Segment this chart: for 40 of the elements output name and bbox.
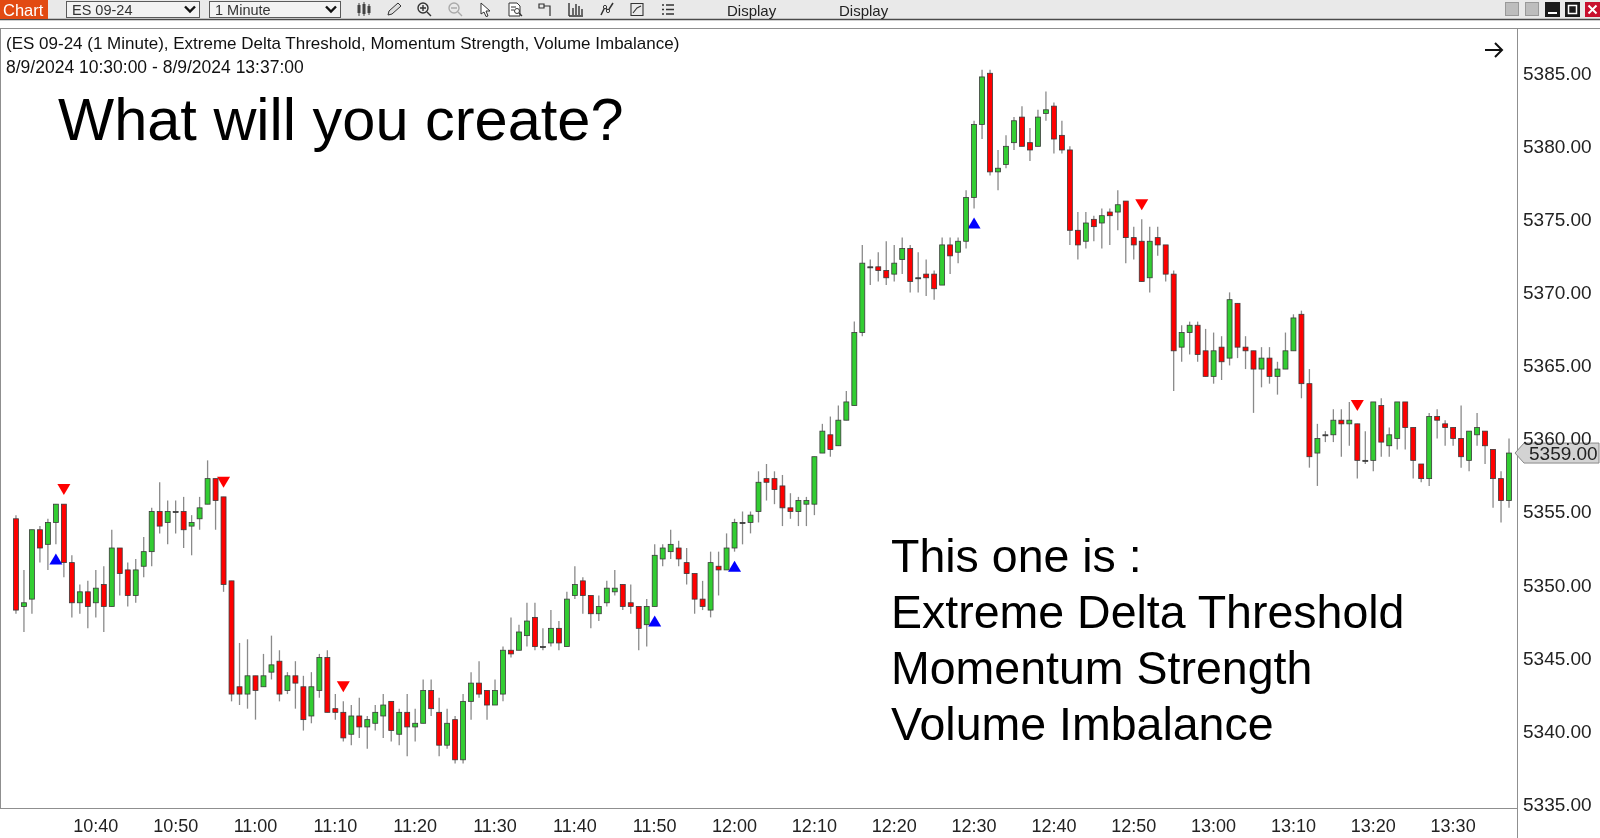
x-tick-label: 11:50 [632, 816, 677, 836]
y-tick-label: 5380.00 [1523, 135, 1592, 157]
y-tick-label: 5370.00 [1523, 281, 1592, 303]
x-tick-label: 11:30 [473, 816, 517, 836]
x-tick-label: 12:10 [791, 816, 837, 836]
x-tick-label: 12:30 [951, 816, 997, 836]
text: 1 Minute [215, 2, 271, 18]
x-tick-label: 12:00 [712, 816, 758, 836]
y-tick-label: 5385.00 [1523, 62, 1592, 84]
x-tick-label: 10:40 [73, 816, 119, 836]
text: ES 09-24 [72, 2, 133, 18]
y-tick-label: 5365.00 [1523, 354, 1592, 376]
x-tick-label: 13:10 [1270, 816, 1316, 836]
x-tick-label: 12:20 [871, 816, 917, 836]
x-tick-label: 12:40 [1031, 816, 1077, 836]
x-tick-label: 11:40 [553, 816, 597, 836]
chart-title: (ES 09-24 (1 Minute), Extreme Delta Threshold, Momentum Strength, Volume Imbalance) [6, 33, 680, 53]
x-tick-label: 11:20 [393, 816, 438, 836]
x-tick-label: 11:10 [313, 816, 358, 836]
x-tick-label: 10:50 [153, 816, 199, 836]
annotation: What will you create? [58, 85, 624, 153]
x-tick-label: 12:50 [1111, 816, 1157, 836]
y-tick-label: 5345.00 [1523, 647, 1592, 669]
y-tick-label: 5335.00 [1523, 793, 1592, 815]
x-tick-label: 13:30 [1430, 816, 1476, 836]
y-tick-label: 5350.00 [1523, 574, 1592, 596]
y-tick-label: 5340.00 [1523, 720, 1592, 742]
x-tick-label: 11:00 [233, 816, 278, 836]
text: Chart [3, 1, 44, 19]
y-tick-label: 5375.00 [1523, 208, 1592, 230]
annotation: Momentum Strength [891, 642, 1313, 694]
annotation: Volume Imbalance [891, 698, 1274, 750]
x-tick-label: 13:00 [1191, 816, 1237, 836]
text: 8/9/2024 10:30:00 - 8/9/2024 13:37:00 [6, 57, 305, 77]
text: Display [727, 1, 777, 18]
annotation: Extreme Delta Threshold [891, 586, 1405, 638]
y-tick-label: 5355.00 [1523, 500, 1592, 522]
annotation: This one is : [891, 530, 1142, 582]
x-tick-label: 13:20 [1350, 816, 1396, 836]
text: Display [839, 1, 889, 18]
